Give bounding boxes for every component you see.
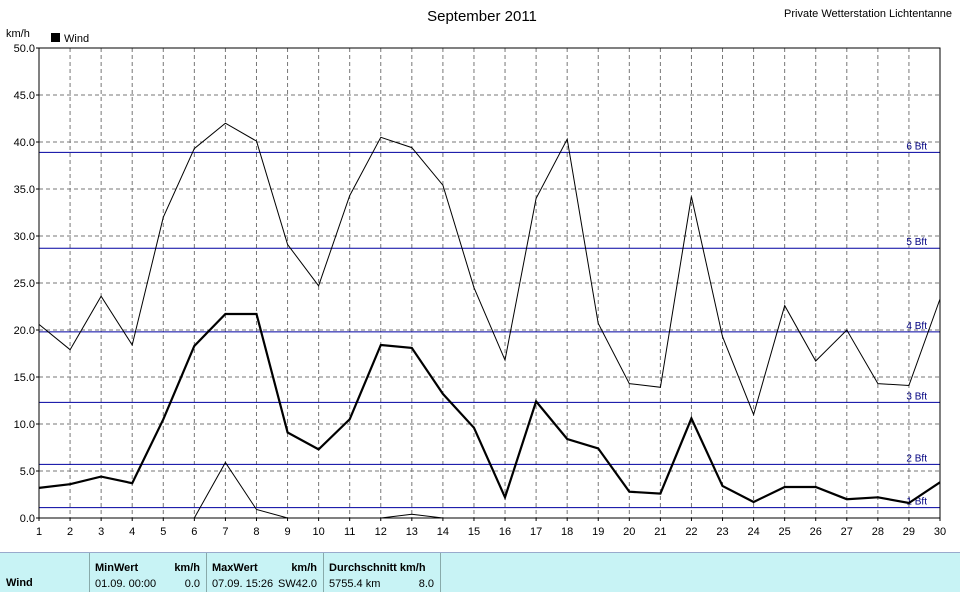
avg-distance: 5755.4 km [329,578,381,590]
x-tick-label: 5 [160,526,166,538]
x-tick-label: 30 [934,526,946,538]
min-header: MinWert [95,562,139,574]
y-tick-label: 35.0 [14,184,35,196]
x-tick-label: 24 [747,526,759,538]
y-tick-label: 25.0 [14,278,35,290]
x-tick-label: 13 [406,526,418,538]
x-tick-label: 26 [810,526,822,538]
station-name: Private Wetterstation Lichtentanne [784,8,952,20]
max-date: 07.09. 15:26 [212,578,274,590]
x-tick-label: 10 [312,526,324,538]
series-average-line [38,312,941,505]
x-tick-label: 25 [779,526,791,538]
x-tick-label: 20 [623,526,635,538]
series-min-line [39,461,940,519]
beaufort-label: 5 Bft [906,237,927,248]
y-tick-label: 40.0 [14,137,35,149]
x-tick-label: 18 [561,526,573,538]
y-tick-label: 15.0 [14,372,35,384]
beaufort-label: 2 Bft [906,453,927,464]
x-tick-label: 29 [903,526,915,538]
max-header: MaxWert [212,562,258,574]
y-tick-label: 5.0 [20,466,35,478]
x-tick-label: 23 [716,526,728,538]
max-value: 42.0 [295,578,317,590]
x-tick-label: 21 [654,526,666,538]
x-tick-label: 16 [499,526,511,538]
x-tick-label: 28 [872,526,884,538]
x-tick-label: 19 [592,526,604,538]
wind-chart: September 2011 Private Wetterstation Lic… [6,8,952,538]
series-max-line [38,122,941,417]
x-tick-label: 14 [437,526,449,538]
y-axis-unit: km/h [6,28,30,40]
series-layer [38,122,941,519]
avg-value: 8.0 [418,578,434,590]
avg-cell: Durchschnitt km/h 5755.4 km 8.0 [323,553,441,592]
y-tick-label: 10.0 [14,419,35,431]
legend-label: Wind [64,33,89,45]
beaufort-label: 3 Bft [906,391,927,402]
max-cell: MaxWert km/h 07.09. 15:26 SW 42.0 [206,553,323,592]
legend-swatch [51,33,60,42]
chart-title: September 2011 [427,8,537,25]
avg-header: Durchschnitt km/h [329,562,426,574]
grid-layer [39,48,940,518]
x-tick-label: 6 [191,526,197,538]
stats-panel: Wind MinWert km/h 01.09. 00:00 0.0 MaxWe… [0,552,960,592]
max-direction: SW [278,578,296,590]
x-tick-label: 2 [67,526,73,538]
y-tick-label: 20.0 [14,325,35,337]
beaufort-label: 6 Bft [906,141,927,152]
beaufort-label: 4 Bft [906,321,927,332]
x-tick-label: 8 [253,526,259,538]
beaufort-label: 1 Bft [906,497,927,508]
axes: 0.0 5.0 10.0 15.0 20.0 25.0 30.0 35.0 40.0 45.0 50… [14,43,947,538]
stats-row-label: Wind [6,577,33,589]
x-tick-label: 7 [222,526,228,538]
x-tick-label: 22 [685,526,697,538]
y-tick-label: 0.0 [20,513,35,525]
x-tick-label: 15 [468,526,480,538]
x-tick-label: 12 [375,526,387,538]
min-value: 0.0 [184,578,200,590]
x-tick-label: 27 [841,526,853,538]
x-tick-label: 17 [530,526,542,538]
x-tick-label: 4 [129,526,135,538]
x-tick-label: 11 [344,526,355,538]
min-cell: MinWert km/h 01.09. 00:00 0.0 [89,553,206,592]
x-tick-label: 1 [36,526,42,538]
y-tick-label: 30.0 [14,231,35,243]
max-unit: km/h [291,562,317,574]
y-tick-label: 50.0 [14,43,35,55]
min-date: 01.09. 00:00 [95,578,157,590]
min-unit: km/h [174,562,200,574]
x-tick-label: 9 [284,526,290,538]
x-tick-label: 3 [98,526,104,538]
y-tick-label: 45.0 [14,90,35,102]
